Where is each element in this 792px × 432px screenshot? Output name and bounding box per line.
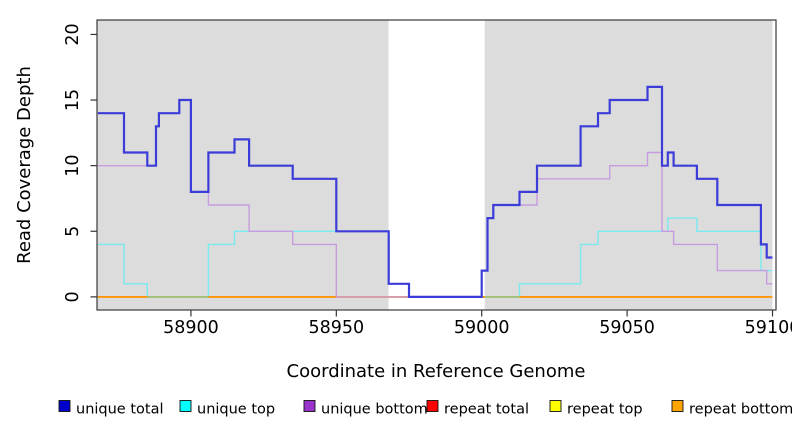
plot-frame [96,19,777,311]
x-tick-label: 59000 [454,318,510,338]
y-tick-label: 0 [63,291,83,302]
unique-total-line [97,85,773,298]
legend-label-unique-total: unique total [76,402,164,418]
legend-label-unique-bottom: unique bottom [321,402,428,418]
legend-swatch-unique-top [179,400,192,412]
legend-label-repeat-total: repeat total [444,402,529,418]
legend-label-unique-top: unique top [197,402,275,418]
y-tick-label: 5 [63,226,83,237]
series-lines [97,85,773,298]
y-tick-label: 15 [63,89,83,111]
x-tick-label: 58900 [163,318,219,338]
gap-band [388,20,485,310]
legend: unique total unique top unique bottom repea… [58,400,792,418]
y-tick-label: 10 [63,155,83,177]
legend-swatch-unique-total [58,400,71,412]
legend-swatch-repeat-top [549,400,562,412]
legend-swatch-unique-bottom [303,400,316,412]
legend-swatch-repeat-total [426,400,439,412]
plot-background [97,20,773,310]
legend-label-repeat-top: repeat top [567,402,643,418]
y-tick-label: 20 [63,23,83,45]
legend-label-repeat-bottom: repeat bottom [689,402,792,418]
y-axis-title: Read Coverage Depth [14,66,35,264]
frame-box [96,19,777,311]
x-tick-label: 58950 [308,318,364,338]
legend-swatch-repeat-bottom [671,400,684,412]
x-axis-title: Coordinate in Reference Genome [287,361,586,382]
x-tick-label: 59050 [599,318,655,338]
